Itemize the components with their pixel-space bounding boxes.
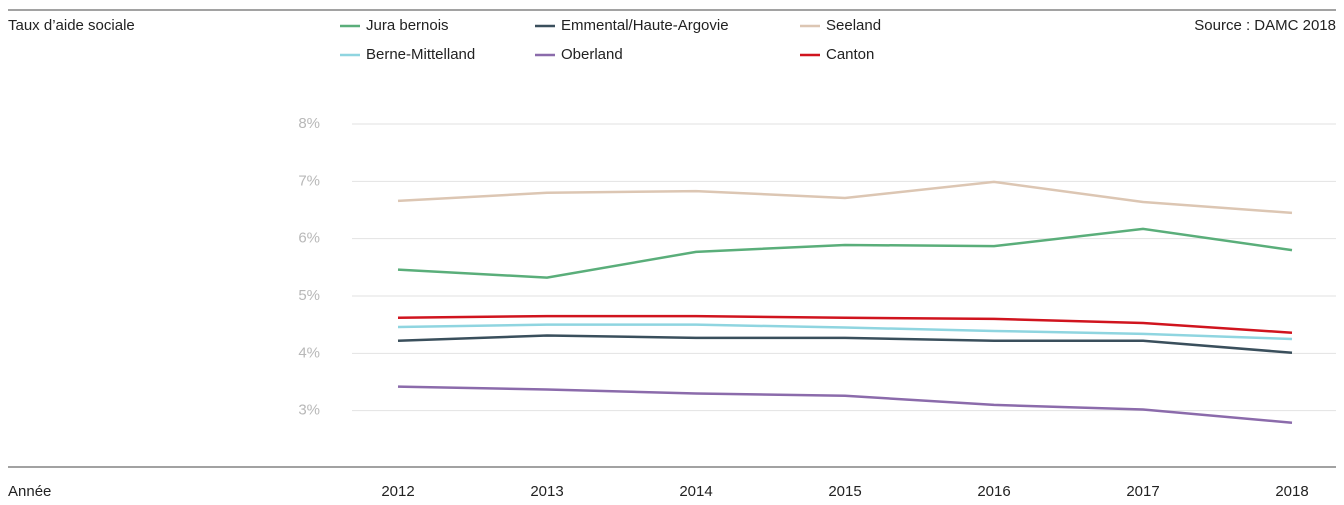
series-line (397, 323, 1293, 341)
legend-label: Oberland (561, 46, 623, 63)
x-tick-label: 2017 (1126, 483, 1159, 500)
x-tick-label: 2015 (828, 483, 861, 500)
legend-label: Berne-Mittelland (366, 46, 475, 63)
x-tick-label: 2018 (1275, 483, 1308, 500)
legend-label: Jura bernois (366, 17, 449, 34)
legend-label: Seeland (826, 17, 881, 34)
series-line (397, 314, 1293, 334)
series-line (397, 334, 1293, 355)
series-line (397, 180, 1293, 215)
series-line (397, 385, 1293, 424)
x-axis-label: Année (8, 483, 51, 500)
x-tick-label: 2016 (977, 483, 1010, 500)
source: Source : DAMC 2018 (1194, 17, 1336, 34)
legend-label: Canton (826, 46, 874, 63)
y-tick-label: 6% (298, 230, 320, 247)
y-tick-label: 8% (298, 115, 320, 132)
y-tick-label: 4% (298, 344, 320, 361)
chart-title: Taux d’aide sociale (8, 17, 135, 34)
y-tick-label: 3% (298, 402, 320, 419)
legend-label: Emmental/Haute-Argovie (561, 17, 729, 34)
x-tick-label: 2013 (530, 483, 563, 500)
series-line (397, 227, 1293, 279)
x-tick-label: 2014 (679, 483, 712, 500)
y-tick-label: 5% (298, 287, 320, 304)
y-tick-label: 7% (298, 172, 320, 189)
x-tick-label: 2012 (381, 483, 414, 500)
